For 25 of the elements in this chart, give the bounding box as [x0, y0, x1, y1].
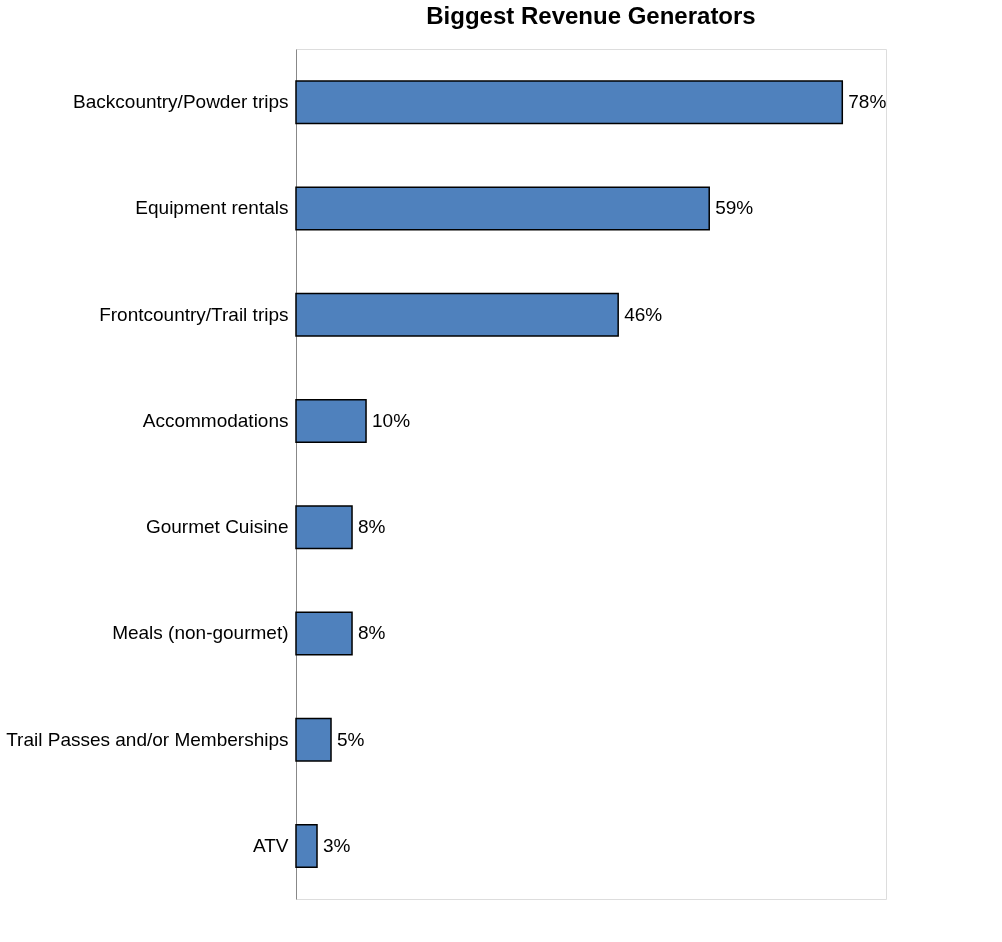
bar [295, 611, 353, 656]
data-label: 59% [715, 197, 754, 219]
bar [295, 823, 318, 868]
data-label: 8% [358, 516, 386, 538]
y-tick-label: ATV [252, 834, 289, 856]
bar [295, 80, 844, 125]
data-label: 5% [337, 728, 365, 750]
y-tick-label: Gourmet Cuisine [145, 516, 289, 538]
data-label: 78% [848, 91, 887, 113]
bar [295, 292, 619, 337]
bar [295, 717, 332, 762]
chart-title: Biggest Revenue Generators [426, 2, 756, 29]
y-tick-label: Meals (non-gourmet) [112, 622, 289, 644]
data-label: 3% [323, 834, 351, 856]
y-tick-label: Trail Passes and/or Memberships [6, 728, 289, 750]
data-label: 10% [372, 409, 411, 431]
y-tick-label: Backcountry/Powder trips [73, 91, 289, 113]
data-label: 46% [624, 303, 663, 325]
y-tick-label: Frontcountry/Trail trips [99, 303, 289, 325]
y-tick-label: Accommodations [142, 409, 289, 431]
data-label: 8% [358, 622, 386, 644]
bar [295, 398, 367, 443]
y-tick-label: Equipment rentals [135, 197, 289, 219]
bar [295, 505, 353, 550]
bar [295, 186, 710, 231]
